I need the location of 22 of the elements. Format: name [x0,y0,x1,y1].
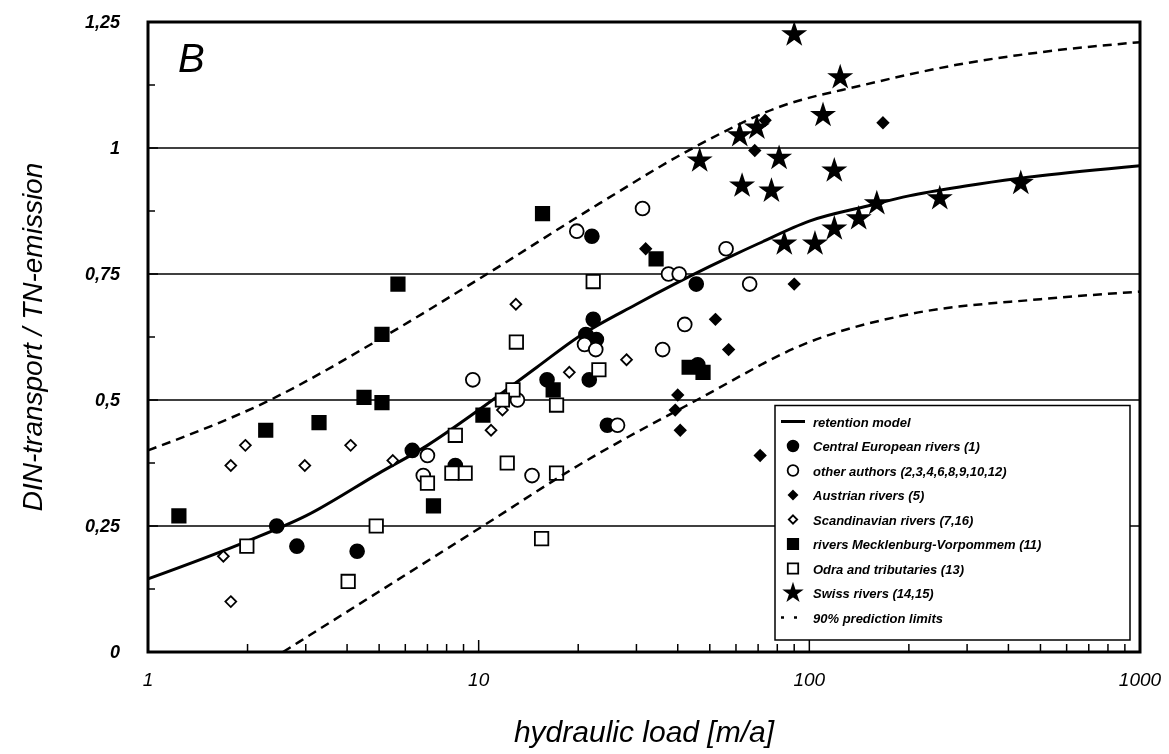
legend-label: Odra and tributaries (13) [813,561,964,577]
y-tick-label: 0,25 [84,516,121,536]
legend-label: Scandinavian rivers (7,16) [813,512,974,528]
legend-label: other authors (2,3,4,6,8,9,10,12) [813,463,1007,479]
legend-label: Central European rivers (1) [813,439,980,454]
legend-label: rivers Mecklenburg-Vorpommem (11) [813,537,1042,552]
legend-label: 90% prediction limits [813,610,944,626]
y-axis-title: DIN-transport / TN-emission [17,162,48,512]
x-tick-label: 1000 [1118,669,1162,690]
y-tick-label: 0 [109,642,120,662]
y-tick-label: 1 [109,138,120,158]
x-axis-title: hydraulic load [m/a] [513,715,775,748]
x-tick-label: 10 [468,669,490,690]
x-tick-label: 1 [142,669,154,690]
y-tick-label: 0,75 [84,264,121,284]
legend-label: retention model [813,414,911,430]
y-tick-label: 1,25 [84,12,121,32]
legend-label: Swiss rivers (14,15) [813,586,934,601]
annotation: B [178,36,205,80]
legend-label: Austrian rivers (5) [812,488,925,503]
y-tick-label: 0,5 [94,390,121,410]
x-tick-label: 100 [793,669,826,690]
